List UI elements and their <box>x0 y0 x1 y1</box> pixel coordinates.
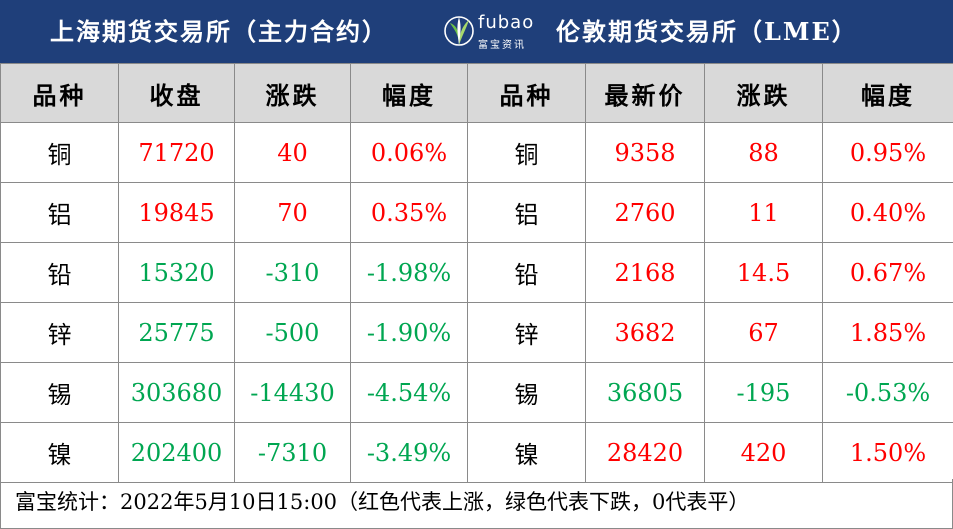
lme-price-cell: 9358 <box>585 122 705 183</box>
footer-note: 富宝统计：2022年5月10日15:00（红色代表上涨，绿色代表下跌，0代表平） <box>0 479 953 529</box>
lme-variety-cell: 铝 <box>467 182 586 243</box>
table-row: 锌 25775 -500 -1.90% 锌 3682 67 1.85% <box>0 302 953 363</box>
pct-cell: -1.90% <box>350 302 468 363</box>
header-bar: 上海期货交易所（主力合约） fubao 富宝资讯 伦敦期货交易所（LME） <box>0 0 953 63</box>
col-header-lme-variety: 品种 <box>467 63 586 123</box>
lme-change-cell: 88 <box>704 122 823 183</box>
lme-price-cell: 28420 <box>585 422 705 483</box>
lme-change-cell: 420 <box>704 422 823 483</box>
pct-cell: -1.98% <box>350 242 468 303</box>
col-header-latest-price: 最新价 <box>585 63 705 123</box>
variety-cell: 镍 <box>0 422 119 483</box>
price-table: 品种 收盘 涨跌 幅度 品种 最新价 涨跌 幅度 铜 71720 40 0.06% 铜 9… <box>0 63 953 483</box>
col-header-close: 收盘 <box>118 63 235 123</box>
leaf-logo-icon <box>444 16 474 46</box>
close-cell: 303680 <box>118 362 235 423</box>
change-cell: -14430 <box>234 362 351 423</box>
lme-change-cell: -195 <box>704 362 823 423</box>
lme-pct-cell: 1.50% <box>822 422 953 483</box>
logo-wordmark: fubao <box>478 12 535 33</box>
close-cell: 202400 <box>118 422 235 483</box>
lme-pct-cell: 0.40% <box>822 182 953 243</box>
lme-variety-cell: 铅 <box>467 242 586 303</box>
lme-pct-cell: 0.95% <box>822 122 953 183</box>
lme-price-cell: 2760 <box>585 182 705 243</box>
lme-pct-cell: 0.67% <box>822 242 953 303</box>
table-row: 铅 15320 -310 -1.98% 铅 2168 14.5 0.67% <box>0 242 953 303</box>
change-cell: -310 <box>234 242 351 303</box>
lme-pct-cell: -0.53% <box>822 362 953 423</box>
table-row: 铝 19845 70 0.35% 铝 2760 11 0.40% <box>0 182 953 243</box>
variety-cell: 铝 <box>0 182 119 243</box>
pct-cell: 0.35% <box>350 182 468 243</box>
fubao-logo: fubao 富宝资讯 <box>444 10 549 54</box>
variety-cell: 铜 <box>0 122 119 183</box>
lme-variety-cell: 铜 <box>467 122 586 183</box>
lme-price-cell: 3682 <box>585 302 705 363</box>
change-cell: -500 <box>234 302 351 363</box>
table-row: 铜 71720 40 0.06% 铜 9358 88 0.95% <box>0 122 953 183</box>
lme-title: 伦敦期货交易所（LME） <box>556 17 858 46</box>
close-cell: 71720 <box>118 122 235 183</box>
table-row: 锡 303680 -14430 -4.54% 锡 36805 -195 -0.53% <box>0 362 953 423</box>
lme-variety-cell: 镍 <box>467 422 586 483</box>
change-cell: -7310 <box>234 422 351 483</box>
close-cell: 19845 <box>118 182 235 243</box>
lme-variety-cell: 锌 <box>467 302 586 363</box>
pct-cell: -3.49% <box>350 422 468 483</box>
col-header-lme-change: 涨跌 <box>704 63 823 123</box>
lme-change-cell: 11 <box>704 182 823 243</box>
lme-change-cell: 67 <box>704 302 823 363</box>
change-cell: 70 <box>234 182 351 243</box>
change-cell: 40 <box>234 122 351 183</box>
shfe-title: 上海期货交易所（主力合约） <box>50 17 388 46</box>
col-header-pct: 幅度 <box>350 63 468 123</box>
lme-pct-cell: 1.85% <box>822 302 953 363</box>
lme-change-cell: 14.5 <box>704 242 823 303</box>
pct-cell: 0.06% <box>350 122 468 183</box>
lme-price-cell: 2168 <box>585 242 705 303</box>
pct-cell: -4.54% <box>350 362 468 423</box>
lme-price-cell: 36805 <box>585 362 705 423</box>
variety-cell: 铅 <box>0 242 119 303</box>
col-header-lme-pct: 幅度 <box>822 63 953 123</box>
col-header-variety: 品种 <box>0 63 119 123</box>
variety-cell: 锌 <box>0 302 119 363</box>
logo-subtitle: 富宝资讯 <box>478 40 526 51</box>
col-header-change: 涨跌 <box>234 63 351 123</box>
table-row: 镍 202400 -7310 -3.49% 镍 28420 420 1.50% <box>0 422 953 483</box>
lme-variety-cell: 锡 <box>467 362 586 423</box>
close-cell: 25775 <box>118 302 235 363</box>
close-cell: 15320 <box>118 242 235 303</box>
variety-cell: 锡 <box>0 362 119 423</box>
header-row: 品种 收盘 涨跌 幅度 品种 最新价 涨跌 幅度 <box>0 63 953 123</box>
